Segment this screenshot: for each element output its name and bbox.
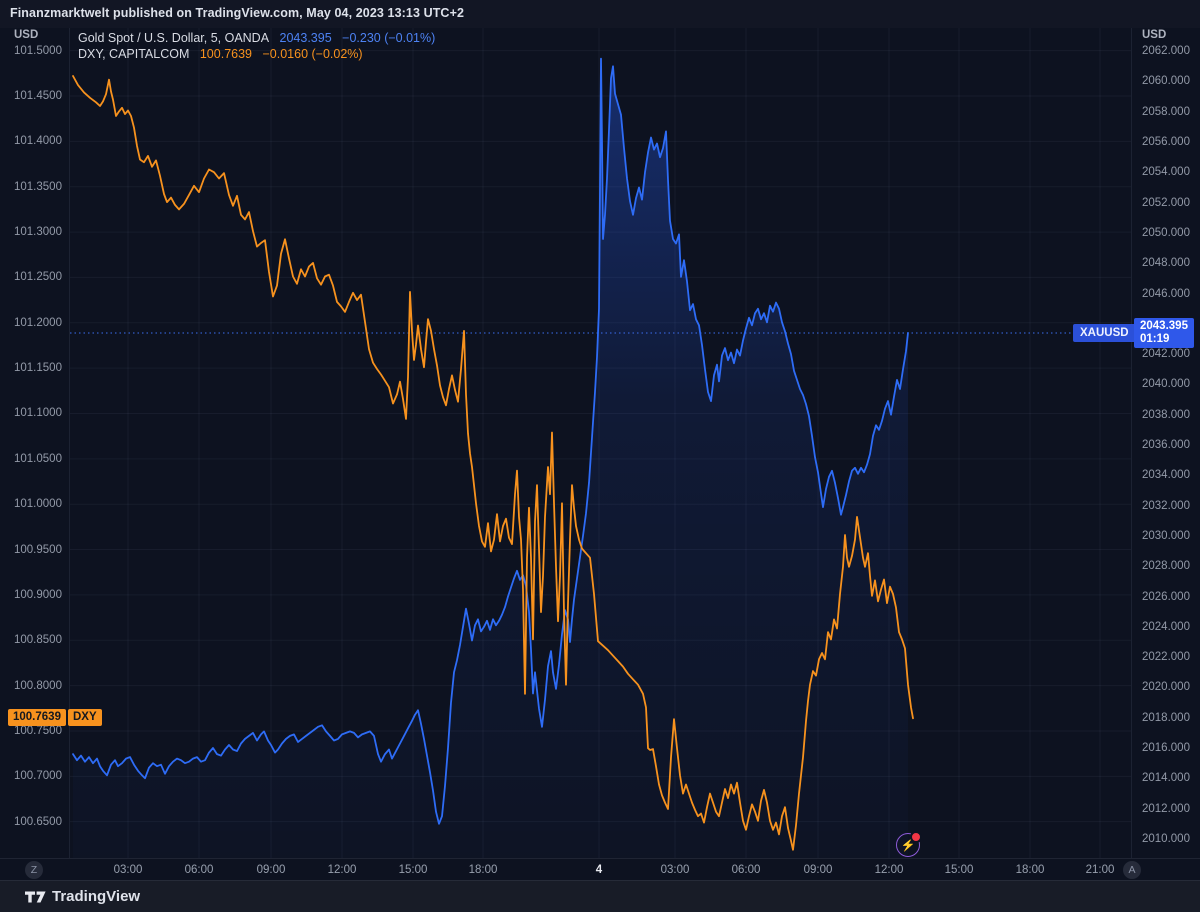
right-axis-tick: 2024.000 bbox=[1142, 620, 1190, 633]
right-axis-tick: 2038.000 bbox=[1142, 408, 1190, 421]
right-axis-tick: 2036.000 bbox=[1142, 439, 1190, 452]
right-axis-tick: 2034.000 bbox=[1142, 469, 1190, 482]
legend: Gold Spot / U.S. Dollar, 5, OANDA 2043.3… bbox=[78, 30, 435, 62]
legend-xauusd-change: −0.230 (−0.01%) bbox=[342, 31, 436, 45]
xauusd-area-fill bbox=[73, 58, 908, 858]
left-axis-tick: 101.1000 bbox=[14, 407, 62, 420]
xauusd-last-price-badge: 2043.395 01:19 bbox=[1134, 318, 1194, 348]
right-axis-tick: 2056.000 bbox=[1142, 136, 1190, 149]
dxy-price-label: 100.7639 bbox=[8, 709, 66, 727]
notification-dot bbox=[910, 831, 922, 843]
header-bar: Finanzmarktwelt published on TradingView… bbox=[0, 0, 1200, 28]
left-axis-tick: 101.4000 bbox=[14, 135, 62, 148]
left-price-axis[interactable]: USD 100.7639 DXY 101.5000 101.4500 101.400… bbox=[0, 28, 102, 858]
auto-scale-button[interactable]: A bbox=[1123, 860, 1141, 879]
right-price-axis[interactable]: USD 2043.395 01:19 2062.000 2060.000 2058.… bbox=[1131, 28, 1200, 858]
left-axis-tick: 100.6500 bbox=[14, 815, 62, 828]
left-axis-tick: 100.7000 bbox=[14, 770, 62, 783]
xauusd-series-line bbox=[72, 57, 909, 825]
legend-xauusd-value: 2043.395 bbox=[279, 31, 332, 45]
dxy-symbol-label: DXY bbox=[67, 709, 102, 727]
right-axis-tick: 2054.000 bbox=[1142, 166, 1190, 179]
time-axis-tick: 15:00 bbox=[398, 863, 428, 876]
tradingview-logo-icon[interactable] bbox=[24, 889, 48, 910]
right-axis-tick: 2010.000 bbox=[1142, 832, 1190, 845]
right-axis-tick: 2048.000 bbox=[1142, 257, 1190, 270]
legend-dxy-value: 100.7639 bbox=[199, 47, 252, 61]
time-axis-tick: 09:00 bbox=[256, 863, 286, 876]
right-axis-tick: 2040.000 bbox=[1142, 378, 1190, 391]
right-axis-tick: 2012.000 bbox=[1142, 802, 1190, 815]
legend-row-dxy[interactable]: DXY, CAPITALCOM 100.7639 −0.0160 (−0.02%… bbox=[78, 46, 435, 62]
ideas-flash-button[interactable]: ⚡ bbox=[896, 831, 922, 857]
time-axis-tick: 09:00 bbox=[803, 863, 833, 876]
right-axis-tick: 2042.000 bbox=[1142, 348, 1190, 361]
left-axis-tick: 100.8500 bbox=[14, 634, 62, 647]
right-axis-tick: 2020.000 bbox=[1142, 681, 1190, 694]
legend-dxy-name: DXY, CAPITALCOM bbox=[78, 47, 190, 61]
xauusd-countdown-label: 01:19 bbox=[1140, 333, 1170, 345]
xauusd-symbol-flag: XAUUSD bbox=[1073, 324, 1136, 342]
time-axis-tick: 12:00 bbox=[327, 863, 357, 876]
right-axis-tick: 2028.000 bbox=[1142, 560, 1190, 573]
chart-canvas[interactable]: Gold Spot / U.S. Dollar, 5, OANDA 2043.3… bbox=[70, 28, 1136, 858]
legend-row-xauusd[interactable]: Gold Spot / U.S. Dollar, 5, OANDA 2043.3… bbox=[78, 30, 435, 46]
left-axis-tick: 101.4500 bbox=[14, 90, 62, 102]
left-axis-tick: 101.2500 bbox=[14, 271, 62, 284]
left-axis-tick: 101.3500 bbox=[14, 180, 62, 193]
right-axis-unit-label: USD bbox=[1142, 29, 1167, 41]
time-axis-tick: 06:00 bbox=[731, 863, 761, 876]
right-axis-tick: 2046.000 bbox=[1142, 287, 1190, 300]
time-axis-tick: 4 bbox=[595, 863, 603, 876]
dxy-series-line bbox=[72, 75, 914, 851]
legend-dxy-change: −0.0160 (−0.02%) bbox=[262, 47, 363, 61]
left-axis-tick: 101.1500 bbox=[14, 362, 62, 375]
price-chart-svg bbox=[70, 28, 1131, 858]
time-axis-tick: 15:00 bbox=[944, 863, 974, 876]
time-axis[interactable]: Z A 03:00 06:00 09:00 12:00 15:00 18:00 4 03:00… bbox=[0, 858, 1200, 880]
left-axis-tick: 101.0000 bbox=[14, 498, 62, 511]
time-axis-tick: 18:00 bbox=[468, 863, 498, 876]
tradingview-brand-text[interactable]: TradingView bbox=[52, 888, 141, 905]
legend-xauusd-name: Gold Spot / U.S. Dollar, 5, OANDA bbox=[78, 31, 270, 45]
left-axis-tick: 101.5000 bbox=[14, 44, 62, 57]
right-axis-tick: 2026.000 bbox=[1142, 590, 1190, 603]
right-axis-tick: 2050.000 bbox=[1142, 226, 1190, 239]
time-axis-tick: 03:00 bbox=[113, 863, 143, 876]
right-axis-tick: 2062.000 bbox=[1142, 45, 1190, 58]
left-axis-tick: 100.8000 bbox=[14, 679, 62, 692]
left-axis-tick: 100.9500 bbox=[14, 543, 62, 556]
time-axis-tick: 18:00 bbox=[1015, 863, 1045, 876]
right-axis-tick: 2022.000 bbox=[1142, 651, 1190, 664]
right-axis-tick: 2030.000 bbox=[1142, 529, 1190, 542]
time-axis-tick: 06:00 bbox=[184, 863, 214, 876]
dxy-last-price-badge: 100.7639 DXY bbox=[8, 709, 102, 727]
chart-region: USD 100.7639 DXY 101.5000 101.4500 101.400… bbox=[0, 28, 1200, 858]
right-axis-tick: 2058.000 bbox=[1142, 105, 1190, 118]
left-axis-tick: 100.9000 bbox=[14, 588, 62, 601]
xauusd-price-label: 2043.395 bbox=[1140, 320, 1188, 332]
left-axis-tick: 101.2000 bbox=[14, 316, 62, 329]
right-axis-tick: 2060.000 bbox=[1142, 75, 1190, 88]
right-axis-tick: 2014.000 bbox=[1142, 772, 1190, 785]
left-axis-unit-label: USD bbox=[14, 29, 39, 41]
footer-bar: TradingView bbox=[0, 880, 1200, 912]
right-axis-tick: 2018.000 bbox=[1142, 711, 1190, 724]
right-axis-tick: 2032.000 bbox=[1142, 499, 1190, 512]
time-axis-tick: 21:00 bbox=[1085, 863, 1115, 876]
timezone-button[interactable]: Z bbox=[25, 860, 43, 879]
right-axis-tick: 2016.000 bbox=[1142, 742, 1190, 755]
time-axis-tick: 03:00 bbox=[660, 863, 690, 876]
right-axis-tick: 2052.000 bbox=[1142, 196, 1190, 209]
time-axis-tick: 12:00 bbox=[874, 863, 904, 876]
left-axis-tick: 101.3000 bbox=[14, 226, 62, 239]
left-axis-tick: 100.7500 bbox=[14, 724, 62, 737]
attribution-title: Finanzmarktwelt published on TradingView… bbox=[10, 6, 465, 20]
left-axis-tick: 101.0500 bbox=[14, 452, 62, 465]
